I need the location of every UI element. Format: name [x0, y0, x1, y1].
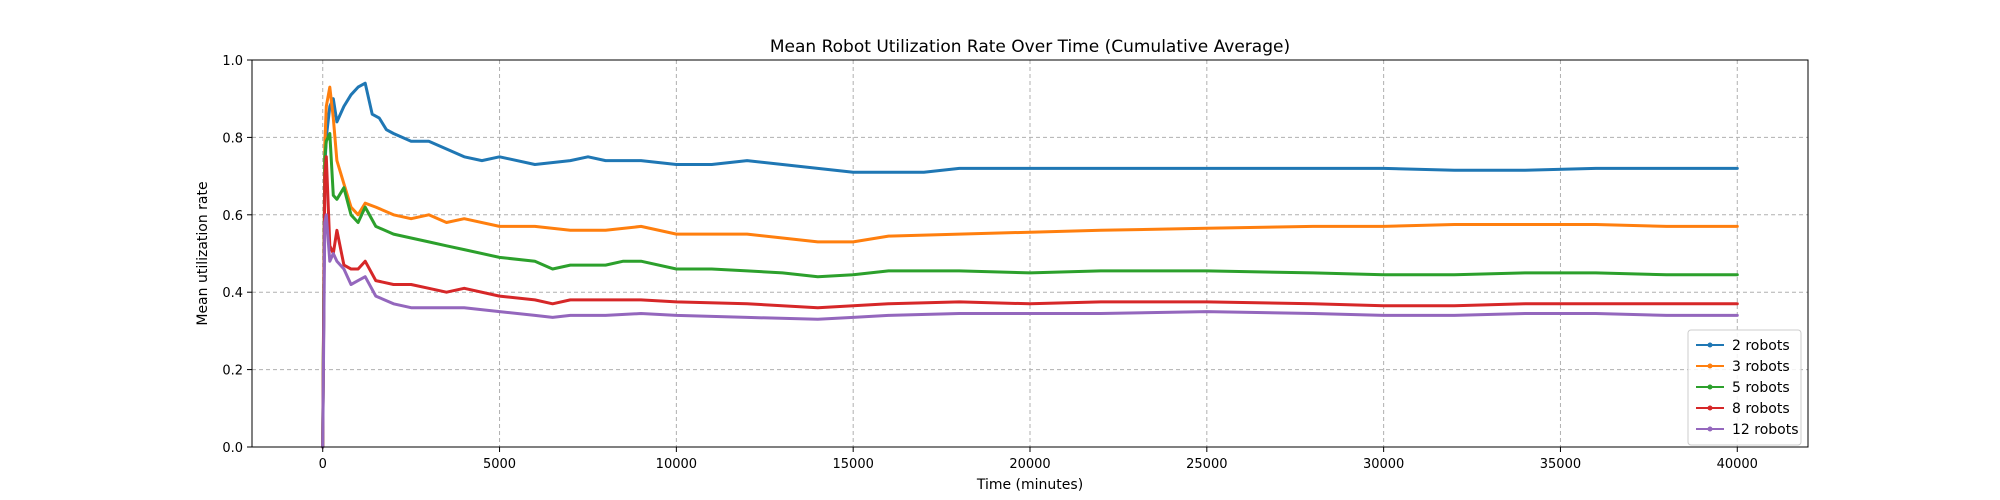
x-tick-label-8: 40000 — [1717, 457, 1758, 472]
y-tick-label-5: 1.0 — [222, 54, 243, 69]
y-tick-label-1: 0.2 — [222, 364, 243, 379]
series-lines — [321, 81, 1739, 449]
x-tick-label-4: 20000 — [1009, 457, 1050, 472]
x-tick-label-7: 35000 — [1540, 457, 1581, 472]
legend-box — [1687, 329, 1802, 446]
y-axis-title: Mean utilization rate — [195, 181, 211, 325]
y-tick-label-0: 0.0 — [222, 441, 243, 456]
legend-marker-3 — [1707, 405, 1713, 411]
legend-label-3: 8 robots — [1732, 401, 1790, 417]
x-axis-title: Time (minutes) — [976, 477, 1083, 493]
series-line-2 — [321, 132, 1739, 449]
x-tick-label-6: 30000 — [1363, 457, 1404, 472]
x-tick-label-3: 15000 — [833, 457, 874, 472]
y-tick-label-2: 0.4 — [222, 286, 243, 301]
x-tick-label-5: 25000 — [1186, 457, 1227, 472]
x-axis-ticks: 0 5000 10000 15000 20000 25000 30000 35000 40000 — [319, 447, 1758, 472]
legend: 2 robots 3 robots 5 robots 8 robots 12 robot… — [1687, 329, 1802, 446]
legend-label-4: 12 robots — [1732, 422, 1799, 438]
chart-title: Mean Robot Utilization Rate Over Time (C… — [770, 37, 1290, 57]
y-tick-label-3: 0.6 — [222, 209, 243, 224]
x-tick-label-0: 0 — [319, 457, 327, 472]
series-line-0 — [321, 81, 1739, 449]
legend-label-2: 5 robots — [1732, 380, 1790, 396]
legend-marker-4 — [1707, 426, 1713, 432]
legend-label-1: 3 robots — [1732, 359, 1790, 375]
y-tick-label-4: 0.8 — [222, 131, 243, 146]
x-tick-label-2: 10000 — [656, 457, 697, 472]
legend-marker-0 — [1707, 342, 1713, 348]
x-tick-label-1: 5000 — [483, 457, 516, 472]
legend-marker-2 — [1707, 384, 1713, 390]
y-axis-ticks: 0.0 0.2 0.4 0.6 0.8 1.0 — [222, 54, 252, 456]
legend-label-0: 2 robots — [1732, 338, 1790, 354]
series-line-3 — [321, 155, 1739, 449]
legend-marker-1 — [1707, 363, 1713, 369]
series-line-4 — [321, 213, 1739, 449]
